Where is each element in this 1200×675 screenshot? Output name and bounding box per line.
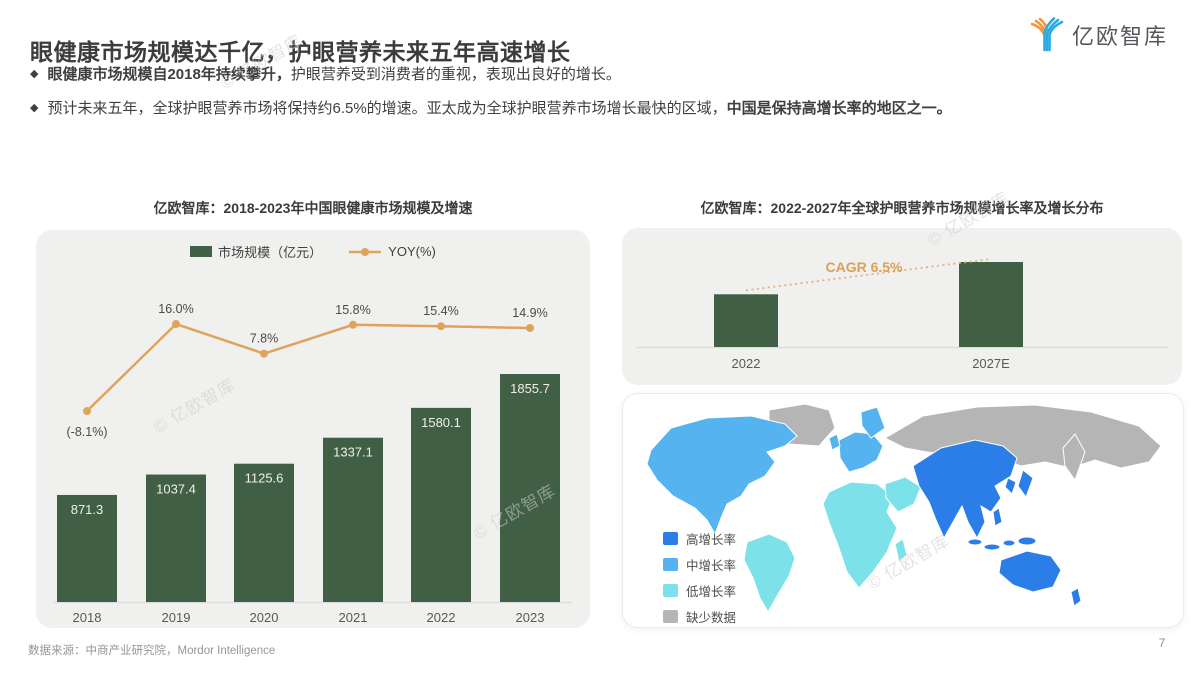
x-tick-label: 2019 [162, 610, 191, 625]
map-region-korea [1004, 477, 1017, 495]
x-tick-label: 2018 [73, 610, 102, 625]
left-chart: 871.3 2018 1037.4 2019 1125.6 2020 1337.1 2021 1… [54, 302, 572, 625]
map-region-south-america [743, 533, 796, 614]
world-map [646, 403, 1162, 614]
yoy-label: 16.0% [158, 302, 193, 316]
legend-bar-label: 市场规模（亿元） [218, 245, 323, 260]
yoy-label: 14.9% [512, 306, 547, 320]
map-region-africa [822, 481, 898, 589]
bar-swatch-icon [190, 246, 213, 257]
world-map-panel: 高增长率中增长率低增长率缺少数据 [622, 393, 1184, 628]
bullet-1: ◆ 眼健康市场规模自2018年持续攀升，护眼营养受到消费者的重视，表现出良好的增长… [30, 66, 952, 85]
legend-label: 低增长率 [686, 585, 737, 599]
legend-swatch-icon [663, 610, 678, 623]
legend-label: 高增长率 [686, 533, 737, 547]
left-chart-legend: 市场规模（亿元） YOY(%) [36, 242, 590, 261]
x-tick-label: 2027E [972, 356, 1010, 371]
bar-2018 [57, 494, 117, 602]
legend-swatch-icon [663, 558, 678, 571]
legend-swatch-icon [663, 584, 678, 597]
yoy-label: (-8.1%) [67, 425, 108, 439]
legend-label: 缺少数据 [686, 611, 737, 625]
map-legend-item-none: 缺少数据 [663, 607, 736, 626]
x-tick-label: 2022 [732, 356, 761, 371]
bar-value-label: 1855.7 [510, 381, 550, 396]
right-chart-title: 亿欧智库：2022-2027年全球护眼营养市场规模增长率及增长分布 [700, 200, 1104, 216]
yoy-label: 15.4% [423, 304, 458, 318]
yoy-label: 7.8% [250, 332, 279, 346]
bullet-diamond-icon: ◆ [30, 68, 39, 80]
map-region-new-guinea [1017, 536, 1037, 546]
bar-2022 [714, 294, 778, 347]
bar-2021 [323, 437, 383, 602]
bullet-2-bold: 中国是保持高增长率的地区之一。 [726, 100, 952, 117]
map-region-uk [828, 433, 841, 451]
logo-icon [1030, 17, 1064, 52]
bullet-2: ◆ 预计未来五年，全球护眼营养市场将保持约6.5%的增速。亚太成为全球护眼营养市场… [30, 100, 952, 119]
map-region-north-america [646, 415, 798, 536]
yoy-point-2019 [172, 320, 180, 329]
legend-swatch-icon [663, 532, 678, 545]
bullet-1-bold: 眼健康市场规模自2018年持续攀升， [47, 66, 291, 83]
bar-2019 [146, 474, 206, 602]
yoy-point-2022 [437, 322, 445, 331]
map-region-indonesia [983, 543, 1001, 551]
legend-label: 中增长率 [686, 559, 737, 573]
bar-value-label: 1337.1 [333, 445, 373, 460]
left-chart-panel: 871.3 2018 1037.4 2019 1125.6 2020 1337.1 2021 1… [36, 230, 590, 628]
bar-2023 [500, 374, 560, 602]
data-source-note: 数据来源：中商产业研究院，Mordor Intelligence [28, 645, 276, 657]
map-region-philippines [992, 507, 1003, 527]
bullet-1-text: 护眼营养受到消费者的重视，表现出良好的增长。 [290, 66, 621, 83]
yoy-point-2023 [526, 324, 534, 333]
summary-bullets: ◆ 眼健康市场规模自2018年持续攀升，护眼营养受到消费者的重视，表现出良好的增长… [30, 66, 952, 134]
bar-value-label: 1037.4 [156, 482, 196, 497]
right-chart-panel: 2022 2027E CAGR 6.5% [622, 228, 1182, 385]
logo: 亿欧智库 [1028, 16, 1168, 54]
map-legend-item-low: 低增长率 [663, 581, 736, 600]
bar-2027E [959, 262, 1023, 347]
bar-value-label: 1580.1 [421, 415, 461, 430]
x-tick-label: 2022 [427, 610, 456, 625]
bullet-2-text: 预计未来五年，全球护眼营养市场将保持约6.5%的增速。亚太成为全球护眼营养市场增… [47, 100, 727, 117]
left-chart-title: 亿欧智库：2018-2023年中国眼健康市场规模及增速 [153, 200, 473, 216]
map-region-europe [838, 431, 884, 473]
legend-line-label: YOY(%) [388, 244, 436, 259]
bullet-diamond-icon: ◆ [30, 102, 39, 114]
bar-value-label: 871.3 [71, 502, 104, 517]
map-region-middle-east [884, 476, 922, 513]
map-legend-item-high: 高增长率 [663, 529, 736, 548]
bar-2022 [411, 407, 471, 602]
line-swatch-icon [349, 247, 382, 256]
yoy-point-2018 [83, 407, 91, 416]
bar-value-label: 1125.6 [245, 471, 284, 486]
page-title: 眼健康市场规模达千亿，护眼营养未来五年高速增长 [30, 39, 571, 66]
map-legend: 高增长率中增长率低增长率缺少数据 [663, 529, 736, 633]
map-region-kamchatka [1062, 433, 1086, 482]
map-region-indonesia [967, 538, 983, 546]
map-region-australia [998, 550, 1062, 593]
legend-item-line: YOY(%) [348, 244, 436, 259]
right-chart: 2022 2027E CAGR 6.5% [636, 258, 1168, 371]
x-tick-label: 2021 [339, 610, 368, 625]
map-legend-item-mid: 中增长率 [663, 555, 736, 574]
map-region-new-zealand [1070, 587, 1082, 607]
map-region-scandinavia [860, 406, 886, 439]
x-tick-label: 2023 [516, 610, 545, 625]
logo-wordmark: 亿欧智库 [1071, 24, 1168, 49]
x-tick-label: 2020 [250, 610, 279, 625]
legend-item-bar: 市场规模（亿元） [190, 242, 322, 261]
yoy-line [86, 322, 531, 412]
bar-2020 [234, 463, 294, 602]
cagr-annotation: CAGR 6.5% [825, 259, 903, 275]
map-region-madagascar [894, 538, 908, 563]
yoy-point-2021 [349, 320, 357, 329]
page-number: 7 [1158, 636, 1166, 650]
yoy-point-2020 [260, 349, 268, 358]
map-region-asia [912, 439, 1018, 540]
map-region-indonesia [1002, 539, 1016, 547]
map-region-japan [1017, 469, 1034, 499]
yoy-label: 15.8% [335, 303, 370, 317]
